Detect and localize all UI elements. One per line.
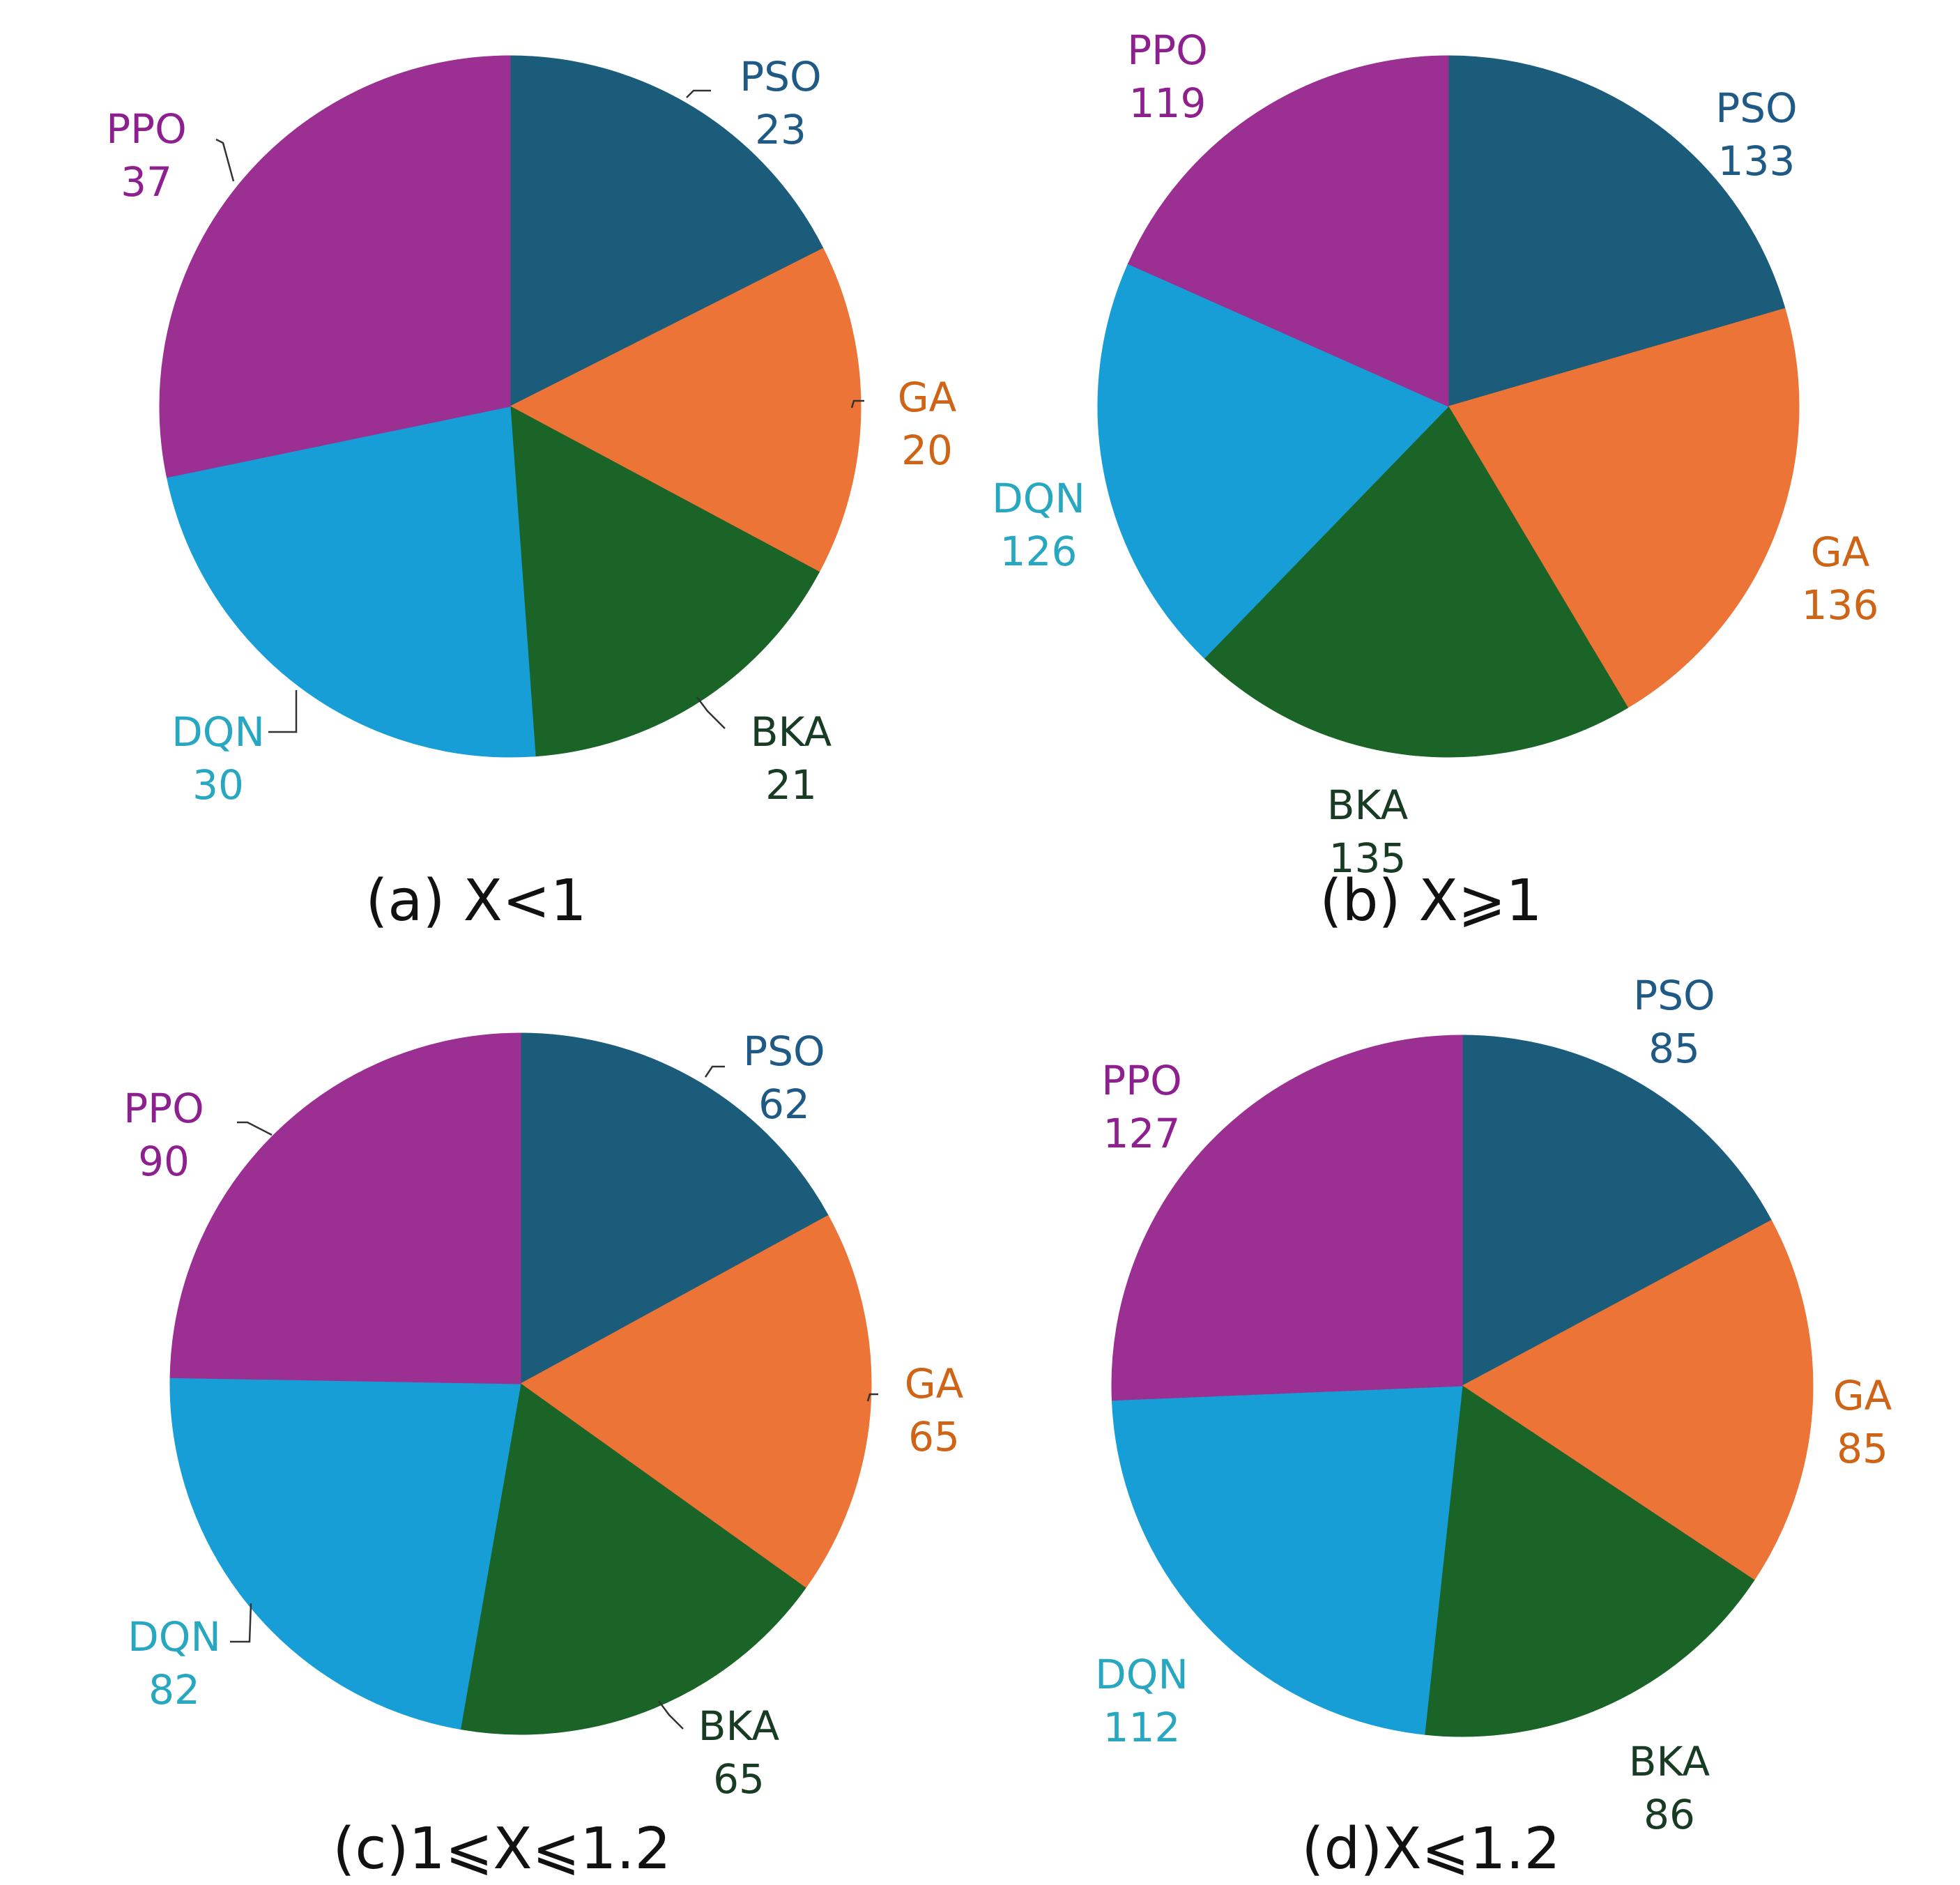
slice-label-value-bka: 65 [713, 1755, 765, 1803]
leader-line-dqn [230, 1603, 252, 1643]
pie-slice-ga [1462, 1219, 1814, 1581]
slice-label-name-pso: PSO [1633, 972, 1715, 1019]
slice-label-value-ga: 65 [908, 1413, 960, 1460]
slice-label-value-dqn: 126 [1000, 528, 1078, 575]
pie-slice-pso [1448, 55, 1786, 407]
slice-label-value-ga: 85 [1837, 1425, 1888, 1472]
slice-label-value-bka: 21 [765, 761, 817, 809]
slice-label-value-pso: 62 [758, 1081, 810, 1128]
leader-line-ppo [215, 138, 235, 182]
slice-label-value-ppo: 90 [138, 1138, 190, 1185]
pie-slice-ppo [1111, 1035, 1463, 1401]
pie-slice-ppo [1127, 55, 1449, 407]
slice-label-name-pso: PSO [1715, 84, 1797, 132]
slice-label-name-ga: GA [898, 374, 957, 421]
pie-slice-ppo [169, 1032, 521, 1384]
pie-panel-b: PSO 133 GA 136 BKA 135 DQN 126 PPO 119 (b) X⩾1 [992, 26, 1878, 934]
slice-label-value-bka: 86 [1644, 1791, 1695, 1838]
slice-label-name-ppo: PPO [123, 1085, 204, 1132]
pie-slice-ga [1448, 307, 1800, 708]
slice-label-name-ga: GA [1833, 1372, 1892, 1419]
slice-label-value-dqn: 82 [148, 1666, 200, 1714]
slice-label-value-pso: 23 [755, 106, 806, 153]
panel-caption: (d)X⩽1.2 [1301, 1816, 1560, 1882]
slice-label-name-dqn: DQN [1095, 1651, 1188, 1698]
pie-slice-bka [1204, 406, 1629, 758]
slice-label-value-dqn: 112 [1103, 1704, 1181, 1751]
slice-label-value-pso: 133 [1718, 137, 1796, 185]
pie-panel-c: PSO 62 GA 65 BKA 65 DQN 82 PPO 90 (c)1⩽X⩽1.2 [123, 1028, 963, 1882]
slice-label-name-ppo: PPO [106, 105, 187, 153]
slice-label-name-ppo: PPO [1101, 1057, 1182, 1104]
panel-caption: (a) X<1 [365, 868, 586, 934]
slice-label-name-ga: GA [1811, 528, 1870, 576]
leader-line-bka [696, 696, 726, 729]
pie-slice-ppo [159, 55, 511, 478]
pie-slice-pso [510, 55, 824, 407]
pie-slice-bka [510, 406, 820, 757]
pie-slice-dqn [169, 1377, 521, 1730]
pie-panel-a: PSO 23 GA 20 BKA 21 DQN 30 PPO 37 (a) X<1 [106, 53, 956, 934]
slice-label-value-ga: 136 [1802, 581, 1879, 629]
slice-label-value-ppo: 127 [1103, 1110, 1181, 1157]
pie-slice-dqn [1111, 1385, 1463, 1735]
slice-label-value-ppo: 119 [1129, 79, 1207, 127]
slice-label-name-bka: BKA [751, 708, 832, 756]
slice-label-name-bka: BKA [1327, 781, 1409, 829]
slice-label-value-dqn: 30 [192, 761, 244, 809]
leader-line-pso [686, 89, 711, 98]
pie-slice-dqn [1097, 263, 1449, 659]
slice-label-name-ga: GA [905, 1360, 964, 1407]
pie-slice-pso [520, 1032, 829, 1384]
panel-caption: (b) X⩾1 [1319, 868, 1542, 934]
slice-label-name-dqn: DQN [171, 708, 265, 756]
pie-slice-ga [520, 1214, 872, 1589]
slice-label-name-dqn: DQN [128, 1613, 221, 1661]
pie-slice-bka [460, 1383, 806, 1735]
slice-label-name-dqn: DQN [992, 475, 1085, 522]
slice-label-value-pso: 85 [1648, 1025, 1700, 1072]
slice-label-name-bka: BKA [698, 1702, 780, 1750]
panel-caption: (c)1⩽X⩽1.2 [332, 1816, 671, 1882]
pie-slice-dqn [166, 406, 536, 758]
leader-line-bka [658, 1700, 684, 1730]
pie-slice-pso [1462, 1035, 1773, 1387]
slice-label-value-ppo: 37 [121, 158, 172, 206]
leader-line-ga [866, 1393, 878, 1402]
leader-line-ga [850, 399, 864, 409]
slice-label-name-pso: PSO [743, 1028, 825, 1075]
slice-label-name-pso: PSO [740, 53, 821, 100]
leader-line-pso [704, 1065, 725, 1078]
leader-line-dqn [268, 690, 298, 733]
slice-label-value-ga: 20 [901, 427, 953, 474]
slice-label-name-ppo: PPO [1127, 26, 1208, 74]
leader-line-ppo [237, 1121, 273, 1136]
pie-panel-d: PSO 85 GA 85 BKA 86 DQN 112 PPO 127 (d)X⩽1.2 [1095, 972, 1892, 1882]
pie-slice-bka [1424, 1385, 1755, 1737]
slice-label-name-bka: BKA [1629, 1738, 1710, 1785]
pie-slice-ga [509, 247, 862, 573]
slice-label-value-bka: 135 [1329, 834, 1407, 882]
